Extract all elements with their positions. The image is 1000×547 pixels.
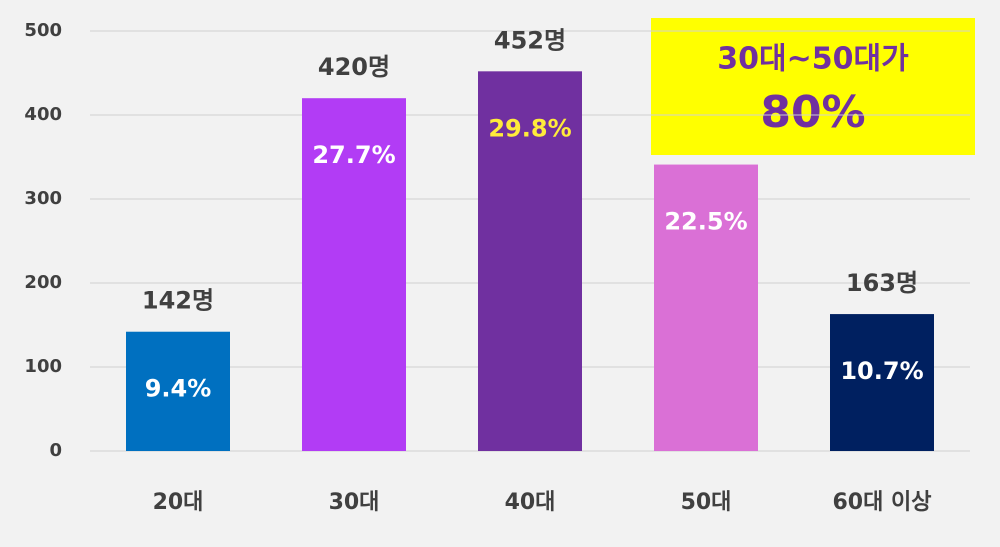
- annotation-line: 30대~50대가: [717, 42, 909, 77]
- share-label: 9.4%: [145, 375, 212, 403]
- x-tick-label: 20대: [153, 490, 204, 515]
- share-label: 27.7%: [312, 141, 395, 169]
- x-tick-label: 60대 이상: [833, 490, 932, 515]
- x-tick-label: 40대: [505, 490, 556, 515]
- y-tick-label: 500: [24, 20, 62, 41]
- bar: [478, 71, 582, 451]
- bar: [126, 331, 230, 451]
- y-tick-label: 300: [24, 188, 62, 209]
- value-label: 163명: [846, 269, 918, 297]
- y-tick-label: 0: [49, 440, 62, 461]
- x-tick-label: 50대: [681, 490, 732, 515]
- y-tick-label: 200: [24, 272, 62, 293]
- bar: [302, 98, 406, 451]
- share-label: 10.7%: [840, 357, 923, 385]
- bar: [830, 314, 934, 451]
- value-label: 452명: [494, 26, 566, 54]
- y-tick-label: 100: [24, 356, 62, 377]
- bar: [654, 164, 758, 451]
- share-label: 29.8%: [488, 114, 571, 142]
- share-label: 22.5%: [664, 208, 747, 236]
- value-label: 142명: [142, 287, 214, 315]
- y-tick-label: 400: [24, 104, 62, 125]
- x-tick-label: 30대: [329, 490, 380, 515]
- annotation-box: [651, 18, 975, 155]
- value-label: 420명: [318, 53, 390, 81]
- annotation-line: 80%: [760, 87, 865, 138]
